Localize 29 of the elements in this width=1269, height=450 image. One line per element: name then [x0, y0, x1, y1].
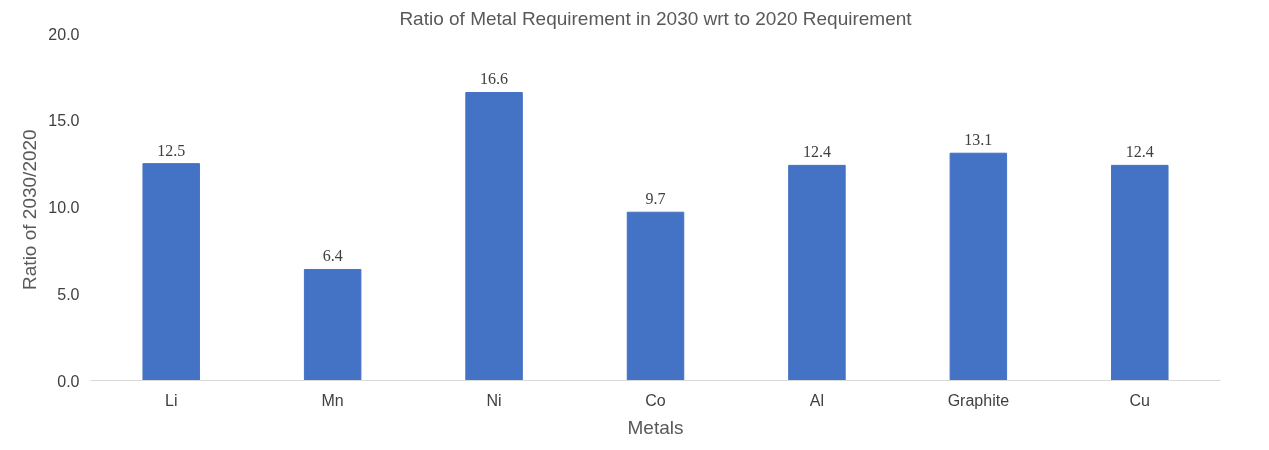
data-label: 12.4 [802, 143, 831, 161]
bar [142, 163, 200, 381]
data-label: 13.1 [964, 131, 993, 149]
bar [788, 164, 846, 381]
x-tick-label: Li [164, 391, 178, 409]
data-label: 12.5 [157, 141, 186, 159]
bar [626, 211, 685, 381]
x-tick-label: Co [645, 391, 666, 409]
x-axis-title: Metals [627, 416, 684, 438]
y-tick-label: 15.0 [48, 112, 80, 130]
bar [465, 91, 523, 381]
y-tick-label: 10.0 [48, 199, 80, 216]
data-label: 16.6 [480, 70, 509, 88]
bar [303, 268, 362, 381]
y-axis-title: Ratio of 2030/2020 [19, 129, 41, 290]
data-label: 6.4 [322, 247, 343, 265]
y-tick-label: 0.0 [57, 372, 80, 390]
chart-title: Ratio of Metal Requirement in 2030 wrt to 2020 Requirement [399, 7, 913, 29]
x-tick-label: Graphite [947, 391, 1010, 409]
bar [949, 152, 1008, 381]
bar [1111, 164, 1169, 381]
data-label: 12.4 [1125, 143, 1154, 161]
y-tick-label: 20.0 [48, 25, 80, 43]
y-tick-label: 5.0 [57, 285, 80, 303]
data-label: 9.7 [645, 190, 666, 208]
x-tick-label: Al [809, 391, 825, 409]
x-tick-label: Cu [1129, 391, 1151, 409]
x-tick-label: Mn [321, 391, 344, 409]
x-tick-label: Ni [486, 391, 502, 409]
